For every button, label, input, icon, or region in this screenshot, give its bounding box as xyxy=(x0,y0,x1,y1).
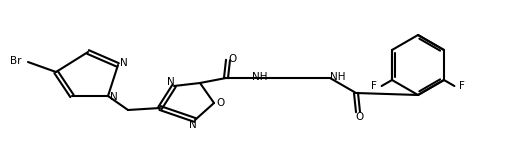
Text: O: O xyxy=(217,98,225,108)
Text: F: F xyxy=(371,81,376,91)
Text: NH: NH xyxy=(330,72,346,82)
Text: NH: NH xyxy=(252,72,268,82)
Text: O: O xyxy=(356,112,364,122)
Text: N: N xyxy=(167,77,175,87)
Text: N: N xyxy=(120,58,128,68)
Text: F: F xyxy=(459,81,465,91)
Text: N: N xyxy=(189,120,197,130)
Text: Br: Br xyxy=(10,56,21,66)
Text: O: O xyxy=(229,54,237,64)
Text: N: N xyxy=(110,92,118,102)
